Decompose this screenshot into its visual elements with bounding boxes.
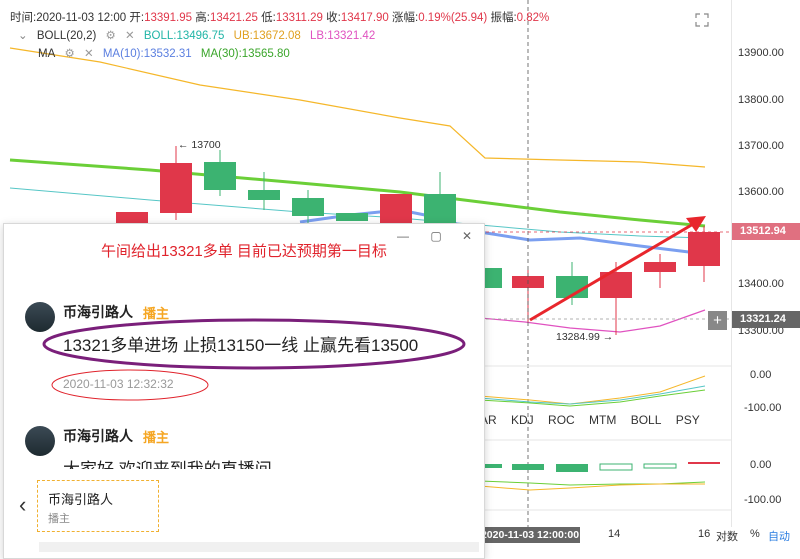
price-axis[interactable]: 13900.00 13800.00 13700.00 13600.00 1340… — [731, 0, 800, 527]
time-tick: 16 — [698, 528, 711, 540]
candle — [688, 232, 720, 266]
speaker-role: 播主 — [48, 513, 70, 525]
horizontal-scrollbar[interactable] — [39, 542, 479, 552]
log-scale-toggle[interactable]: 对数 — [716, 531, 738, 543]
close-icon[interactable]: ✕ — [83, 48, 94, 60]
avatar[interactable] — [25, 426, 55, 456]
candle — [116, 212, 148, 224]
candle — [336, 213, 368, 221]
close-icon[interactable]: ✕ — [461, 229, 473, 243]
highlight-ellipse — [42, 318, 466, 370]
trend-arrow-head — [686, 216, 706, 232]
collapse-icon[interactable]: ⌄ — [18, 30, 28, 42]
close-icon[interactable]: ✕ — [125, 30, 135, 42]
popup-title: 午间给出13321多单 目前已达预期第一目标 — [101, 243, 387, 260]
add-alert-button[interactable]: + — [708, 311, 727, 330]
message-timestamp: 2020-11-03 12:32:32 — [63, 377, 174, 391]
chevron-left-icon[interactable]: ‹ — [19, 492, 27, 517]
boll-legend: ⌄ BOLL(20,2) ⚙ ✕ BOLL:13496.75 UB:13672.… — [18, 30, 376, 42]
candle — [204, 162, 236, 190]
price-tick: 13600.00 — [738, 186, 784, 198]
sub1-line-b — [479, 385, 706, 405]
trend-arrow — [529, 218, 701, 322]
candle — [248, 190, 280, 200]
sub1-tick: 0.00 — [750, 369, 772, 381]
time-axis-bar: 2020-11-03 12:00:00 14 16 对数 % 自动 — [480, 527, 800, 543]
tab-boll[interactable]: BOLL — [630, 413, 662, 427]
tab-mtm[interactable]: MTM — [589, 413, 617, 427]
sub2-histogram — [484, 462, 720, 472]
boll-upper-line — [9, 47, 706, 168]
ma-legend: MA ⚙ ✕ MA(10):13532.31 MA(30):13565.80 — [38, 48, 290, 60]
candle — [292, 198, 324, 216]
role-badge: 播主 — [143, 306, 170, 321]
high-marker: ← 13700 — [178, 139, 221, 151]
candle — [484, 268, 502, 288]
settings-icon[interactable]: ⚙ — [105, 30, 116, 42]
price-tick: 13900.00 — [738, 47, 784, 59]
sub1-tick: -100.00 — [744, 402, 782, 414]
auto-scale-toggle[interactable]: 自动 — [768, 531, 790, 543]
sub1-line-c — [479, 389, 706, 407]
candle — [644, 262, 676, 272]
speaker-name: 币海引路人 — [48, 492, 114, 507]
candle — [380, 194, 412, 224]
settings-icon[interactable]: ⚙ — [64, 48, 75, 60]
fullscreen-icon[interactable] — [694, 12, 710, 28]
candle — [160, 163, 192, 213]
tab-kdj[interactable]: KDJ — [511, 413, 534, 427]
candle — [424, 194, 456, 224]
username: 币海引路人 — [63, 428, 133, 444]
avatar[interactable] — [25, 302, 55, 332]
role-badge: 播主 — [143, 430, 170, 445]
username: 币海引路人 — [63, 304, 133, 320]
lb-price-tag: 13321.24 — [732, 311, 800, 328]
crosshair-time-badge: 2020-11-03 12:00:00 — [480, 527, 580, 543]
price-tick: 13800.00 — [738, 94, 784, 106]
ohlc-info: 时间:2020-11-03 12:00 开:13391.95 高:13421.2… — [10, 12, 550, 24]
sub2-tick: 0.00 — [750, 459, 772, 471]
sub1-line-a — [479, 375, 706, 405]
kline-chart[interactable] — [0, 0, 731, 527]
indicator-tabs: AR KDJ ROC MTM BOLL PSY — [480, 413, 711, 427]
minimize-icon[interactable]: — — [397, 229, 409, 243]
chat-message: 大家好 欢迎来到我的直播间 — [63, 455, 272, 469]
low-marker: 13284.99 → — [556, 331, 614, 343]
current-price-tag: 13512.94 — [732, 223, 800, 240]
price-tick: 13400.00 — [738, 278, 784, 290]
chat-message: 13321多单进场 止损13150一线 止赢先看13500 — [63, 336, 419, 355]
price-tick: 13300.00 — [738, 325, 784, 337]
speaker-card[interactable]: 币海引路人 播主 — [37, 480, 159, 532]
time-tick: 14 — [608, 528, 621, 540]
candle — [556, 276, 588, 298]
maximize-icon[interactable]: ▢ — [430, 229, 442, 243]
tab-roc[interactable]: ROC — [548, 413, 575, 427]
sub2-tick: -100.00 — [744, 494, 782, 506]
boll-lower-line — [479, 309, 706, 333]
tab-psy[interactable]: PSY — [675, 413, 700, 427]
timestamp-ellipse — [51, 369, 209, 401]
percent-scale-toggle[interactable]: % — [750, 528, 760, 540]
live-chat-popup[interactable]: — ▢ ✕ 午间给出13321多单 目前已达预期第一目标 币海引路人 播主 13… — [3, 223, 485, 559]
price-tick: 13700.00 — [738, 140, 784, 152]
